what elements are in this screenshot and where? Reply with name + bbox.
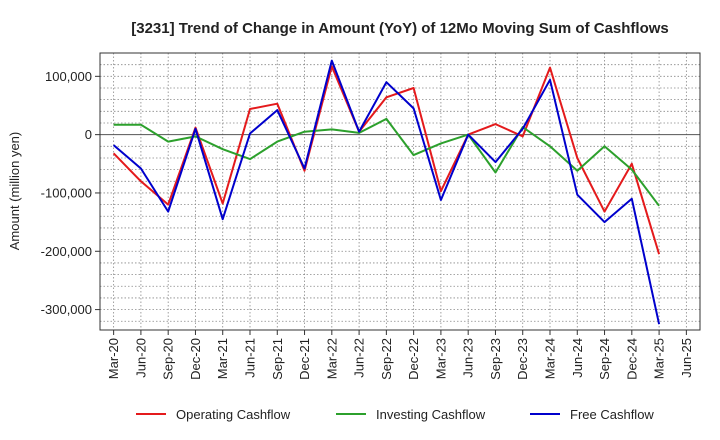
x-tick-label: Sep-22 bbox=[379, 338, 394, 380]
series-line-operating-cashflow bbox=[112, 65, 661, 255]
x-tick-label: Dec-24 bbox=[624, 338, 639, 380]
legend: Operating Cashflow Investing Cashflow Free… bbox=[136, 407, 654, 422]
legend-label: Operating Cashflow bbox=[176, 407, 291, 422]
y-tick-label: -300,000 bbox=[41, 302, 92, 317]
x-tick-label: Mar-23 bbox=[433, 338, 448, 379]
y-tick-label: -200,000 bbox=[41, 244, 92, 259]
chart-title: [3231] Trend of Change in Amount (YoY) o… bbox=[131, 20, 669, 37]
x-tick-label: Sep-23 bbox=[488, 338, 503, 380]
x-tick-label: Jun-23 bbox=[461, 338, 476, 378]
x-tick-label: Sep-20 bbox=[161, 338, 176, 380]
x-tick-label: Mar-22 bbox=[324, 338, 339, 379]
gridlines bbox=[100, 52, 700, 330]
y-tick-label: 0 bbox=[85, 127, 92, 142]
y-tick-label: -100,000 bbox=[41, 185, 92, 200]
series-lines bbox=[112, 59, 661, 325]
x-tick-label: Sep-24 bbox=[597, 338, 612, 380]
x-tick-label: Jun-21 bbox=[243, 338, 258, 378]
y-tick-label: 100,000 bbox=[45, 69, 92, 84]
series-line-investing-cashflow bbox=[113, 117, 660, 207]
x-tick-label: Sep-21 bbox=[270, 338, 285, 380]
x-tick-label: Dec-20 bbox=[188, 338, 203, 380]
plot-frame bbox=[99, 52, 701, 331]
x-tick-label: Mar-25 bbox=[652, 338, 667, 379]
x-tick-label: Mar-21 bbox=[215, 338, 230, 379]
x-axis-ticks: Mar-20 Jun-20 Sep-20 Dec-20 Mar-21 Jun-21 Sep-… bbox=[106, 330, 694, 380]
plot-area bbox=[100, 53, 700, 330]
x-tick-label: Jun-25 bbox=[679, 338, 694, 378]
y-axis-ticks: 100,000 0 -100,000 -200,000 -300,000 bbox=[41, 69, 100, 317]
x-tick-label: Mar-24 bbox=[543, 338, 558, 379]
x-tick-label: Jun-22 bbox=[352, 338, 367, 378]
legend-label: Free Cashflow bbox=[570, 407, 654, 422]
legend-label: Investing Cashflow bbox=[376, 407, 486, 422]
x-tick-label: Dec-22 bbox=[406, 338, 421, 380]
series-line-free-cashflow bbox=[112, 59, 661, 325]
y-axis-label: Amount (million yen) bbox=[7, 132, 22, 251]
x-tick-label: Dec-23 bbox=[515, 338, 530, 380]
x-tick-label: Jun-24 bbox=[570, 338, 585, 378]
x-tick-label: Mar-20 bbox=[106, 338, 121, 379]
x-tick-label: Dec-21 bbox=[297, 338, 312, 380]
x-tick-label: Jun-20 bbox=[133, 338, 148, 378]
